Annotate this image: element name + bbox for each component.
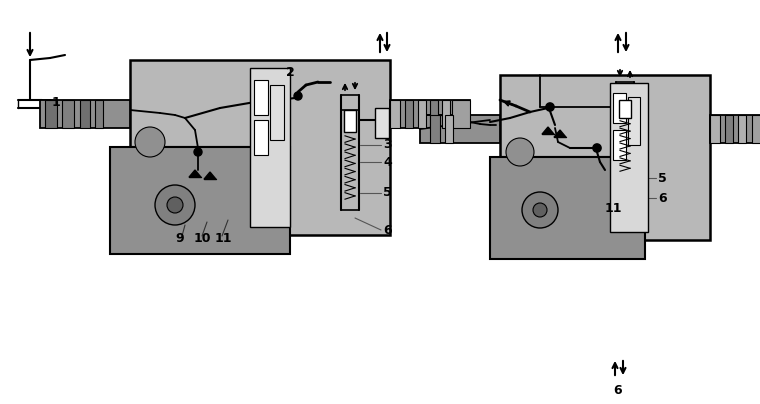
Bar [110,147,290,254]
Bar [40,100,130,128]
Bar [130,60,390,235]
Bar [610,83,648,232]
Bar [254,80,268,115]
Bar [442,100,450,128]
Polygon shape [204,172,216,179]
Text: 5: 5 [658,172,667,185]
Bar [62,100,74,128]
Bar [375,108,389,138]
Circle shape [593,144,601,152]
Circle shape [294,92,302,100]
Circle shape [194,148,202,156]
Bar [254,120,268,155]
Text: 2: 2 [286,65,295,78]
Text: 6: 6 [383,223,391,236]
Circle shape [506,138,534,166]
Circle shape [522,192,558,228]
Text: 11: 11 [605,202,622,215]
Text: 6: 6 [613,383,622,396]
Text: 3: 3 [383,139,391,152]
Circle shape [546,103,554,111]
Bar [445,115,453,143]
Bar [420,115,500,143]
Text: 11: 11 [215,231,233,244]
Polygon shape [542,127,554,134]
Text: 5: 5 [383,187,391,200]
Bar [710,115,720,143]
Bar [725,115,733,143]
Circle shape [533,203,547,217]
Bar [390,100,400,128]
Bar [613,93,626,123]
Bar [344,110,356,132]
Bar [619,100,631,118]
Bar [418,100,426,128]
Text: 10: 10 [194,231,211,244]
Bar [390,100,470,128]
Bar [95,100,103,128]
Bar [500,157,635,239]
Bar [430,100,438,128]
Circle shape [155,185,195,225]
Bar [270,85,284,140]
Bar [710,115,760,143]
Bar [452,100,470,128]
Text: 9: 9 [175,231,184,244]
Bar [628,97,640,145]
Bar [80,100,90,128]
Bar [500,75,710,240]
Text: 1: 1 [52,97,61,109]
Bar [130,147,280,234]
Bar [613,130,626,160]
Bar [250,68,290,227]
Bar [430,115,440,143]
Bar [490,157,645,259]
Bar [738,115,746,143]
Polygon shape [189,170,201,177]
Bar [405,100,413,128]
Circle shape [167,197,183,213]
Text: 6: 6 [658,191,667,204]
Circle shape [135,127,165,157]
Polygon shape [554,130,566,137]
Bar [752,115,760,143]
Bar [45,100,57,128]
Text: 4: 4 [383,156,391,168]
